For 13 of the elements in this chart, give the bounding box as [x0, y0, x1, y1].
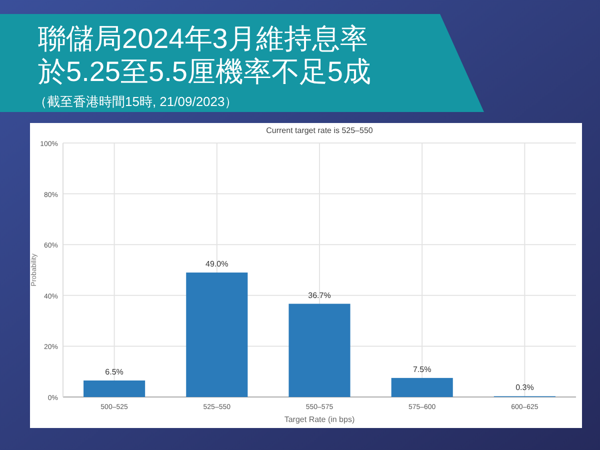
bar: [186, 272, 248, 397]
data-label: 36.7%: [308, 290, 331, 300]
chart-subtitle: Current target rate is 525–550: [266, 126, 374, 135]
text: （截至香港時間15時, 21/09/2023）: [34, 94, 238, 109]
chart-title: 聯儲局2024年3月維持息率於5.25至5.5厘機率不足5成: [38, 23, 371, 87]
data-label: 0.3%: [516, 383, 534, 392]
bar: [84, 380, 146, 397]
bar: [288, 304, 350, 397]
bar: [391, 378, 453, 397]
data-label: 6.5%: [105, 367, 124, 376]
data-label: 7.5%: [412, 364, 432, 374]
x-axis-title: Target Rate (in bps): [284, 415, 355, 424]
data-label: 49.0%: [206, 260, 228, 269]
